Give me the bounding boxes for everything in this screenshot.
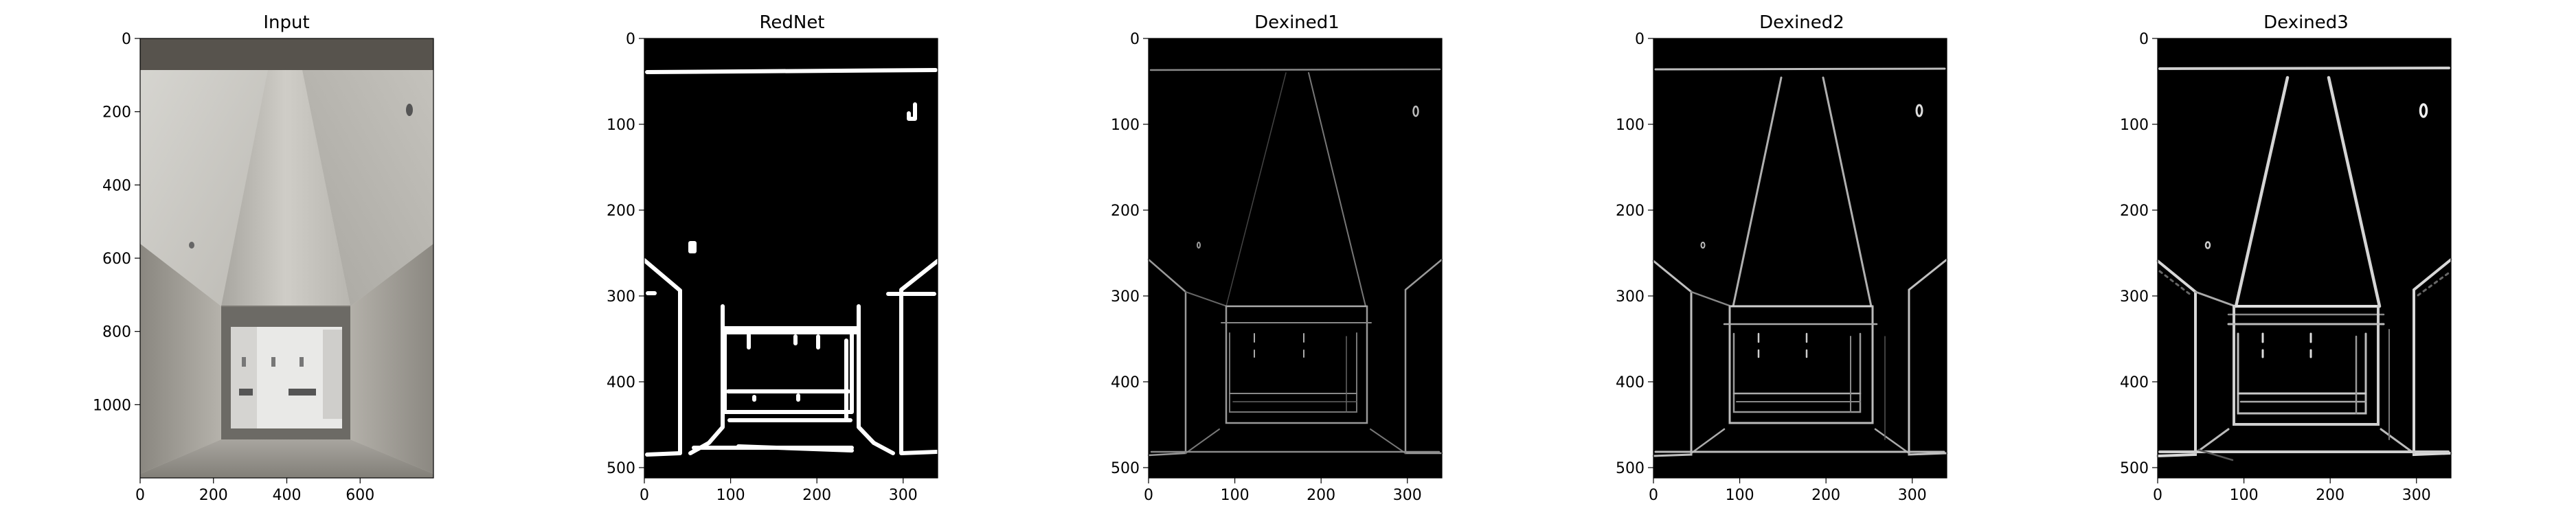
y-tick-label: 400 [2120, 374, 2149, 391]
y-tick-label: 300 [2120, 288, 2149, 306]
x-tick-label: 300 [1393, 487, 1422, 504]
x-tick-label: 0 [640, 487, 649, 504]
panel-title: Dexined1 [1254, 12, 1340, 33]
x-tick-label: 0 [2153, 487, 2162, 504]
y-tick-label: 100 [2120, 117, 2149, 134]
x-tick-label: 200 [802, 487, 831, 504]
y-tick-label: 200 [607, 203, 635, 220]
panel-title: RedNet [759, 12, 824, 33]
x-tick-label: 100 [1221, 487, 1250, 504]
dexined3-edge-map [2156, 38, 2452, 478]
panel-title: Input [263, 12, 309, 33]
y-tick-label: 200 [1111, 203, 1140, 220]
axes-dexined3: 0 100 200 300 0 100 200 300 400 500 [2120, 31, 2431, 504]
y-tick-label: 0 [1635, 31, 1645, 48]
x-tick-label: 0 [1144, 487, 1153, 504]
x-tick-label: 200 [1307, 487, 1335, 504]
panel-dexined3: Dexined3 [2120, 12, 2452, 504]
axes-dexined1: 0 100 200 300 0 100 200 300 400 500 [1111, 31, 1422, 504]
input-photo [140, 38, 433, 478]
panel-title: Dexined2 [1759, 12, 1844, 33]
y-tick-label: 0 [122, 31, 131, 48]
y-tick-label: 500 [607, 460, 635, 477]
axes-dexined2: 0 100 200 300 0 100 200 300 400 500 [1616, 31, 1927, 504]
y-tick-label: 500 [1111, 460, 1140, 477]
panel-input: Input [93, 12, 434, 504]
y-tick-label: 400 [607, 374, 635, 391]
panel-rednet: RedNet [607, 12, 940, 504]
y-tick-label: 400 [1616, 374, 1645, 391]
x-tick-label: 200 [2316, 487, 2345, 504]
x-tick-label: 0 [135, 487, 145, 504]
y-tick-label: 1000 [93, 397, 131, 414]
panel-dexined1: Dexined1 [1111, 12, 1443, 504]
x-tick-label: 300 [1898, 487, 1927, 504]
dexined2-edge-map [1652, 38, 1948, 478]
y-tick-label: 300 [1616, 288, 1645, 306]
panel-dexined2: Dexined2 [1616, 12, 1948, 504]
x-tick-label: 200 [1811, 487, 1840, 504]
y-tick-label: 200 [2120, 203, 2149, 220]
axes-input: 0 200 400 600 0 200 400 600 800 1000 [93, 31, 374, 504]
axes-rednet: 0 100 200 300 0 100 200 300 400 500 [607, 31, 918, 504]
y-tick-label: 100 [1616, 117, 1645, 134]
x-tick-label: 300 [2402, 487, 2431, 504]
y-tick-label: 500 [1616, 460, 1645, 477]
x-tick-label: 100 [2230, 487, 2259, 504]
y-tick-label: 500 [2120, 460, 2149, 477]
x-tick-label: 400 [273, 487, 302, 504]
y-tick-label: 400 [1111, 374, 1140, 391]
y-tick-label: 0 [626, 31, 635, 48]
x-tick-label: 0 [1649, 487, 1658, 504]
y-tick-label: 0 [2139, 31, 2149, 48]
y-tick-label: 100 [1111, 117, 1140, 134]
y-tick-label: 800 [102, 324, 131, 341]
y-tick-label: 0 [1130, 31, 1140, 48]
y-tick-label: 300 [1111, 288, 1140, 306]
y-tick-label: 600 [102, 251, 131, 268]
x-tick-label: 600 [346, 487, 374, 504]
y-tick-label: 400 [102, 177, 131, 194]
y-tick-label: 200 [1616, 203, 1645, 220]
x-tick-label: 100 [716, 487, 745, 504]
panel-title: Dexined3 [2263, 12, 2349, 33]
x-tick-label: 200 [199, 487, 228, 504]
y-tick-label: 300 [607, 288, 635, 306]
dexined1-edge-map [1147, 38, 1443, 478]
y-tick-label: 100 [607, 117, 635, 134]
x-tick-label: 100 [1726, 487, 1754, 504]
y-tick-label: 200 [102, 104, 131, 122]
rednet-edge-map [642, 38, 940, 478]
x-tick-label: 300 [889, 487, 918, 504]
